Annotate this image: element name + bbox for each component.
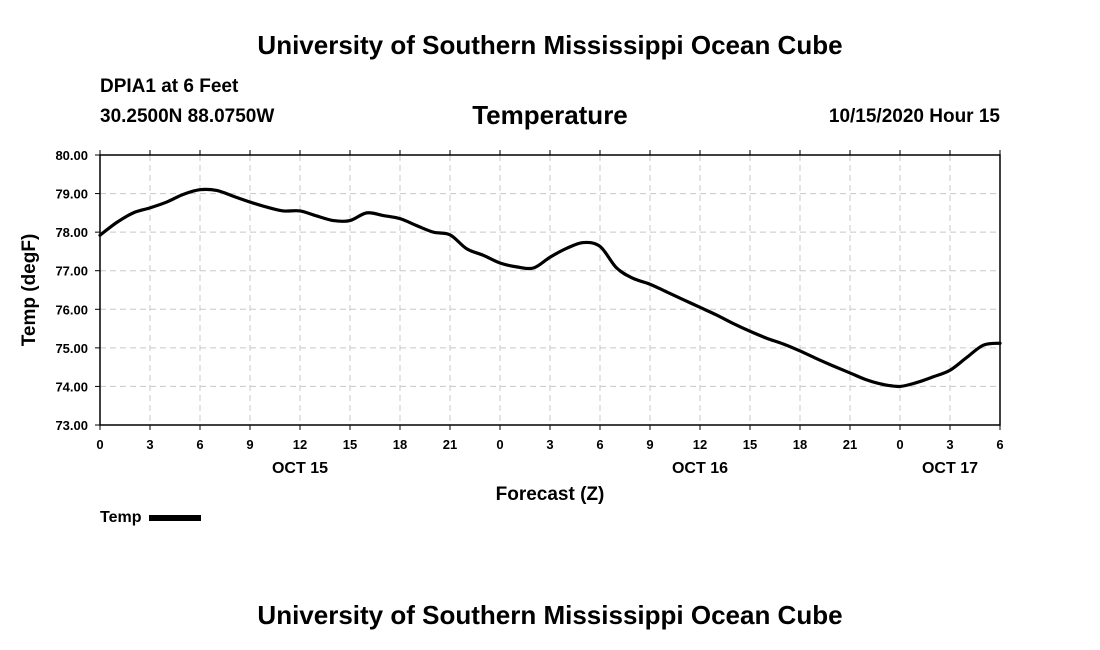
x-tick-label: 15 bbox=[743, 437, 757, 452]
x-tick-label: 3 bbox=[146, 437, 153, 452]
y-tick-label: 78.00 bbox=[55, 225, 88, 240]
x-tick-label: 3 bbox=[946, 437, 953, 452]
chart-title: Temperature bbox=[472, 100, 628, 130]
x-tick-label: 6 bbox=[596, 437, 603, 452]
chart-series bbox=[98, 187, 1002, 389]
chart-ticks: 73.00 74.00 75.00 76.00 77.00 78.00 79.00 80.00… bbox=[55, 148, 1003, 477]
x-tick-label: 21 bbox=[843, 437, 857, 452]
legend-swatch bbox=[149, 514, 202, 521]
series-line-temp bbox=[98, 187, 1002, 389]
y-tick-label: 75.00 bbox=[55, 341, 88, 356]
main-title: University of Southern Mississippi Ocean… bbox=[257, 30, 843, 60]
y-tick-label: 79.00 bbox=[55, 187, 88, 202]
y-tick-label: 80.00 bbox=[55, 148, 88, 163]
x-tick-label: 9 bbox=[646, 437, 653, 452]
x-tick-label: 6 bbox=[196, 437, 203, 452]
y-tick-label: 77.00 bbox=[55, 264, 88, 279]
x-tick-label: 12 bbox=[693, 437, 707, 452]
x-tick-label: 0 bbox=[496, 437, 503, 452]
x-tick-label: 18 bbox=[793, 437, 807, 452]
date-label: OCT 15 bbox=[272, 460, 328, 477]
x-tick-label: 9 bbox=[246, 437, 253, 452]
x-tick-label: 18 bbox=[393, 437, 407, 452]
x-tick-label: 15 bbox=[343, 437, 357, 452]
station-coordinates: 30.2500N 88.0750W bbox=[100, 106, 275, 127]
y-axis-label: Temp (degF) bbox=[19, 234, 40, 347]
x-tick-label: 0 bbox=[896, 437, 903, 452]
x-tick-label: 6 bbox=[996, 437, 1003, 452]
legend-label: Temp bbox=[100, 509, 142, 526]
x-axis-label: Forecast (Z) bbox=[496, 484, 605, 505]
y-tick-label: 74.00 bbox=[55, 379, 88, 394]
footer-title: University of Southern Mississippi Ocean… bbox=[257, 600, 843, 630]
run-time: 10/15/2020 Hour 15 bbox=[828, 106, 1000, 127]
station-name: DPIA1 at 6 Feet bbox=[100, 76, 239, 97]
date-label: OCT 17 bbox=[922, 460, 978, 477]
x-tick-label: 12 bbox=[293, 437, 307, 452]
x-tick-label: 21 bbox=[443, 437, 457, 452]
x-tick-label: 0 bbox=[96, 437, 103, 452]
date-label: OCT 16 bbox=[672, 460, 728, 477]
legend: Temp bbox=[100, 509, 202, 527]
y-tick-label: 76.00 bbox=[55, 302, 88, 317]
x-tick-label: 3 bbox=[546, 437, 553, 452]
chart-grid bbox=[100, 155, 1000, 425]
y-tick-label: 73.00 bbox=[55, 418, 88, 433]
